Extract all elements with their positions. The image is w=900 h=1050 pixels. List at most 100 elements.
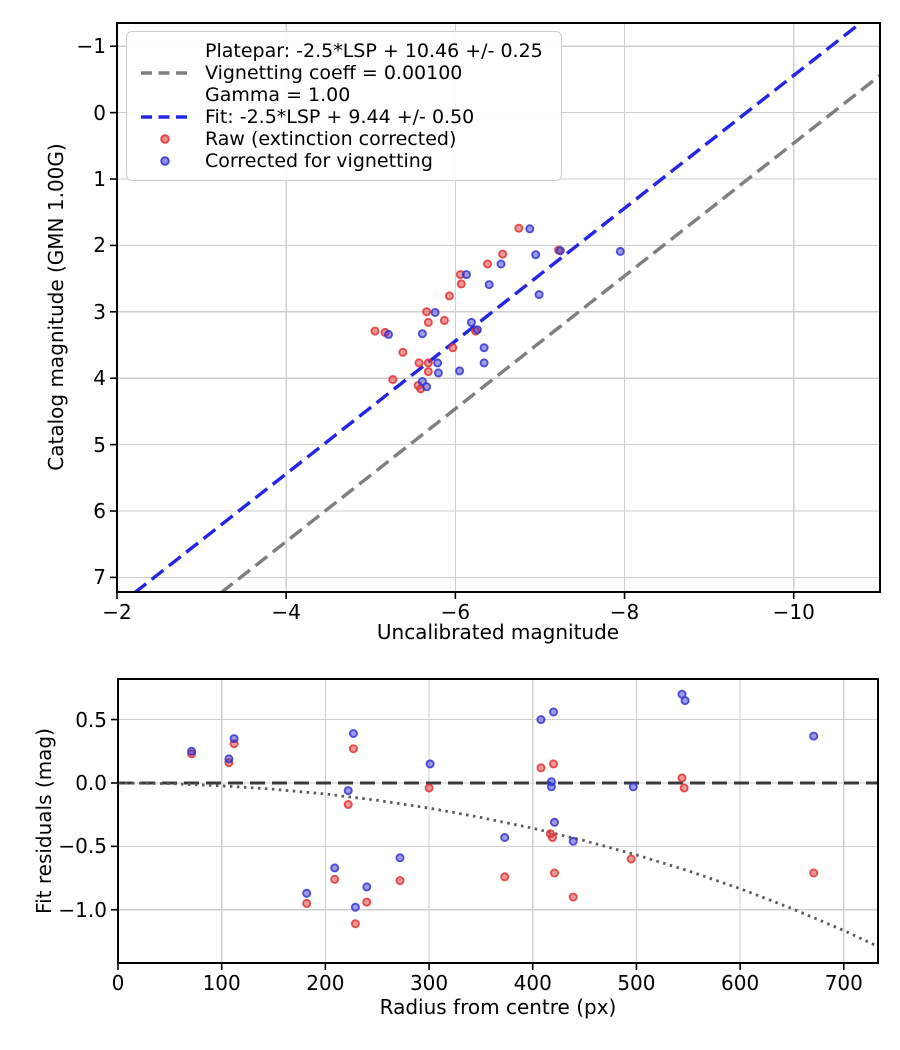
- x-tick-label: −8: [609, 600, 640, 624]
- data-point: [500, 872, 510, 882]
- x-tick-label: 600: [721, 971, 760, 995]
- data-point: [423, 317, 433, 327]
- data-point: [423, 367, 433, 377]
- legend-entry-label: Fit: -2.5*LSP + 9.44 +/- 0.50: [205, 106, 475, 128]
- y-tick-label: 1: [93, 167, 106, 192]
- data-point: [531, 250, 541, 260]
- scatter-corrected-residuals: [187, 689, 819, 912]
- data-point: [461, 270, 471, 280]
- data-point: [479, 358, 489, 368]
- data-point: [302, 898, 312, 908]
- data-point: [568, 892, 578, 902]
- x-tick-label: 400: [513, 971, 552, 995]
- data-point: [433, 358, 443, 368]
- y-tick-label: 0: [93, 100, 106, 125]
- data-point: [549, 817, 559, 827]
- data-point: [555, 246, 565, 256]
- x-tick-label: 100: [202, 971, 241, 995]
- scatter-raw-residuals: [187, 739, 819, 929]
- data-point: [343, 800, 353, 810]
- data-point: [425, 759, 435, 769]
- data-point: [383, 329, 393, 339]
- data-point: [466, 317, 476, 327]
- data-point: [514, 223, 524, 233]
- y-tick-label: 0.0: [75, 770, 107, 795]
- legend-entry-label: Raw (extinction corrected): [205, 128, 457, 150]
- x-tick-label: 700: [824, 971, 863, 995]
- x-tick-label: 500: [617, 971, 656, 995]
- tick-marks: [111, 718, 845, 970]
- data-point: [302, 888, 312, 898]
- bottom-plot-canvas: [111, 678, 879, 970]
- data-point: [430, 307, 440, 317]
- legend: Platepar: -2.5*LSP + 10.46 +/- 0.25 Vigne…: [126, 31, 562, 181]
- data-point: [809, 731, 819, 741]
- data-point: [362, 897, 372, 907]
- y-tick-label: 6: [93, 498, 106, 523]
- data-point: [343, 786, 353, 796]
- data-point: [534, 290, 544, 300]
- y-tick-label: 4: [93, 366, 106, 391]
- data-point: [496, 259, 506, 269]
- y-tick-label: 5: [93, 432, 106, 457]
- legend-entry: Platepar: -2.5*LSP + 10.46 +/- 0.25 Vigne…: [135, 40, 555, 106]
- data-point: [546, 782, 556, 792]
- x-tick-label: 300: [409, 971, 449, 995]
- data-point: [229, 734, 239, 744]
- data-point: [568, 836, 578, 846]
- data-point: [809, 868, 819, 878]
- x-tick-label: −2: [102, 600, 132, 624]
- data-point: [525, 224, 535, 234]
- data-point: [484, 280, 494, 290]
- plot-border: [116, 22, 881, 593]
- legend-dashed-line-icon: [135, 113, 195, 121]
- legend-entry: Fit: -2.5*LSP + 9.44 +/- 0.50: [135, 106, 555, 128]
- data-point: [536, 715, 546, 725]
- data-point: [330, 863, 340, 873]
- legend-dot-icon: [135, 154, 195, 168]
- vignetting-model-curve: [117, 781, 879, 948]
- data-point: [547, 832, 557, 842]
- data-point: [677, 773, 687, 783]
- data-point: [679, 783, 689, 793]
- data-point: [680, 696, 690, 706]
- data-point: [414, 358, 424, 368]
- y-tick-label: −0.5: [58, 834, 107, 859]
- scatter-raw-extinction-corrected-: [370, 223, 564, 394]
- data-point: [628, 782, 638, 792]
- plot-border: [117, 678, 879, 964]
- scatter-corrected-for-vignetting: [383, 224, 625, 392]
- data-point: [498, 249, 508, 259]
- x-tick-label: −10: [772, 600, 815, 624]
- data-point: [626, 854, 636, 864]
- data-point: [348, 729, 358, 739]
- top-plot-xlabel: Uncalibrated magnitude: [376, 620, 620, 644]
- y-tick-label: −1.0: [58, 897, 107, 922]
- data-point: [479, 343, 489, 353]
- y-tick-label: 7: [93, 565, 106, 590]
- data-point: [224, 754, 234, 764]
- data-point: [433, 368, 443, 378]
- x-tick-label: −6: [440, 600, 471, 624]
- y-tick-label: 3: [93, 299, 106, 324]
- line-platepar-line: [219, 74, 880, 592]
- data-point: [187, 746, 197, 756]
- legend-entry: Corrected for vignetting: [135, 150, 555, 172]
- data-point: [350, 902, 360, 912]
- bottom-plot-ylabel: Fit residuals (mag): [32, 728, 56, 914]
- data-point: [455, 366, 465, 376]
- data-point: [456, 279, 466, 289]
- data-point: [395, 876, 405, 886]
- x-tick-label: 200: [306, 971, 345, 995]
- data-point: [482, 259, 492, 269]
- y-tick-label: 0.5: [75, 707, 107, 732]
- data-point: [348, 744, 358, 754]
- data-point: [398, 347, 408, 357]
- data-point: [422, 382, 432, 392]
- data-point: [536, 763, 546, 773]
- data-point: [472, 325, 482, 335]
- y-tick-label: −1: [76, 34, 106, 59]
- data-point: [548, 707, 558, 717]
- data-point: [549, 868, 559, 878]
- data-point: [615, 246, 625, 256]
